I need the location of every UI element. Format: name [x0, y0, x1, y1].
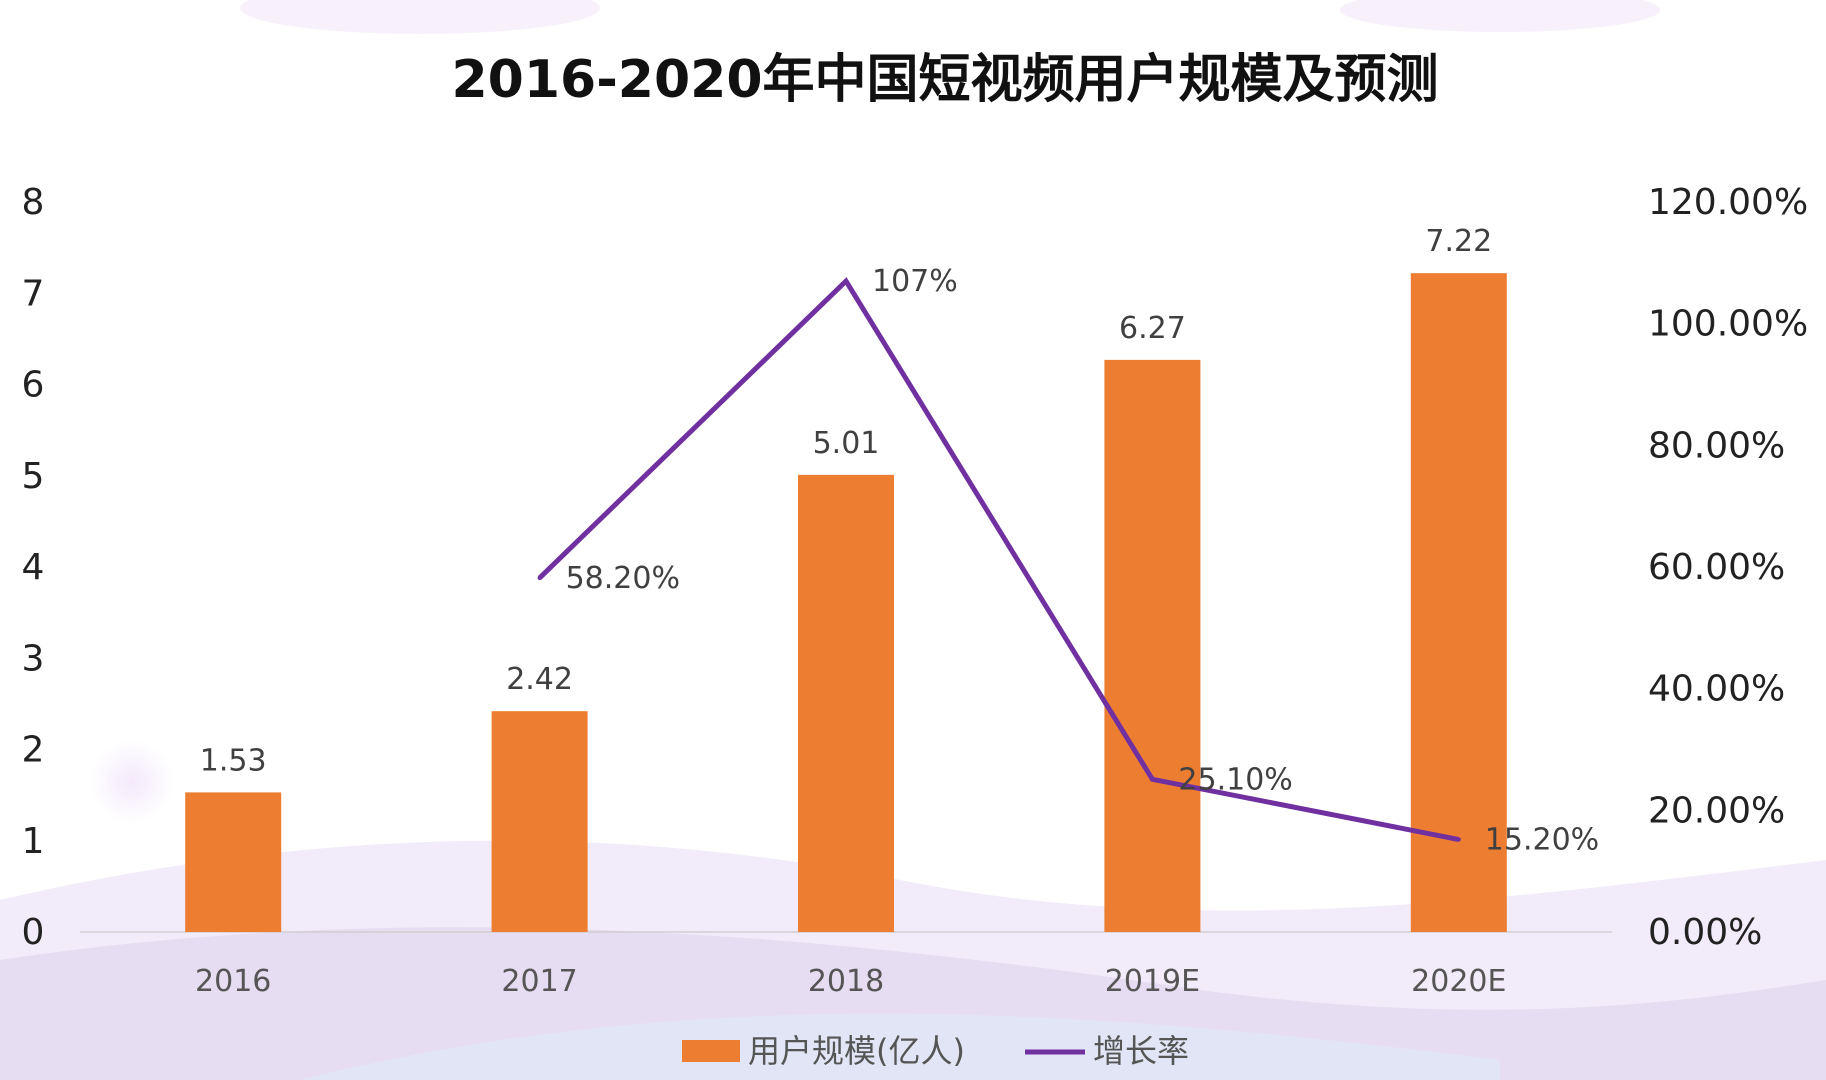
growth-line	[537, 277, 1460, 842]
line-data-label: 58.20%	[566, 561, 680, 596]
right-axis-tick-label: 60.00%	[1648, 547, 1785, 588]
left-axis-tick-label: 6	[22, 365, 45, 406]
left-axis-tick-label: 8	[22, 182, 45, 223]
line-series	[537, 277, 1461, 842]
line-data-label: 107%	[872, 264, 958, 299]
bar	[1104, 359, 1201, 932]
right-axis-tick-label: 100.00%	[1648, 304, 1808, 345]
x-axis-tick-label: 2018	[808, 964, 884, 999]
line-data-label: 25.10%	[1178, 762, 1292, 797]
left-axis-tick-label: 0	[22, 912, 45, 953]
bar-data-label: 7.22	[1425, 224, 1492, 259]
legend-bar-swatch	[682, 1040, 740, 1062]
line-point	[537, 575, 542, 580]
line-data-labels: 58.20% 107% 25.10% 15.20%	[566, 264, 1600, 857]
right-axis: 0.00% 20.00% 40.00% 60.00% 80.00% 100.00% 120.…	[1648, 182, 1808, 953]
bar-data-labels: 1.53 2.42 5.01 6.27 7.22	[200, 224, 1492, 778]
legend-bar-label: 用户规模(亿人)	[748, 1032, 965, 1070]
bar	[185, 792, 282, 932]
x-axis-tick-label: 2017	[501, 964, 577, 999]
bar-data-label: 1.53	[200, 743, 267, 778]
bar-data-label: 5.01	[813, 426, 880, 461]
left-axis-tick-label: 7	[22, 273, 45, 314]
left-axis-tick-label: 5	[22, 456, 45, 497]
x-axis-tick-label: 2020E	[1411, 964, 1506, 999]
line-point	[1456, 837, 1461, 842]
bar	[1410, 273, 1507, 932]
left-axis: 0 1 2 3 4 5 6 7 8	[22, 182, 45, 953]
x-axis-tick-label: 2019E	[1105, 964, 1200, 999]
line-data-label: 15.20%	[1485, 823, 1599, 858]
line-point	[844, 279, 848, 284]
x-axis-ticks: 2016 2017 2018 2019E 2020E	[195, 964, 1506, 999]
x-axis-tick-label: 2016	[195, 964, 271, 999]
bar	[798, 474, 894, 932]
bar-data-label: 6.27	[1119, 311, 1186, 346]
right-axis-tick-label: 0.00%	[1648, 912, 1762, 953]
left-axis-tick-label: 1	[22, 821, 45, 862]
chart-title: 2016-2020年中国短视频用户规模及预测	[451, 50, 1438, 110]
legend-line-label: 增长率	[1093, 1032, 1189, 1070]
left-axis-tick-label: 3	[22, 638, 45, 679]
bar-data-label: 2.42	[506, 662, 573, 697]
right-axis-tick-label: 40.00%	[1648, 669, 1785, 710]
bar-series	[185, 273, 1507, 932]
right-axis-tick-label: 20.00%	[1648, 790, 1785, 831]
right-axis-tick-label: 80.00%	[1648, 425, 1785, 466]
left-axis-tick-label: 2	[22, 730, 45, 771]
line-point	[1150, 777, 1155, 782]
left-axis-tick-label: 4	[22, 547, 45, 588]
bar	[491, 711, 588, 932]
right-axis-tick-label: 120.00%	[1648, 182, 1808, 223]
legend: 用户规模(亿人) 增长率	[682, 1032, 1189, 1070]
